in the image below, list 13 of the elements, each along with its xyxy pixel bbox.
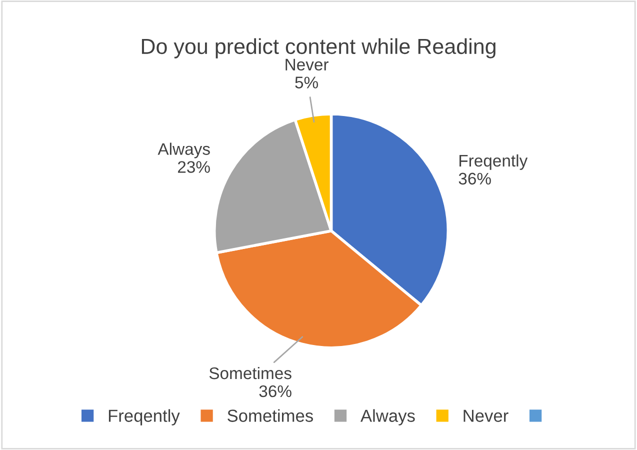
chart-title: Do you predict content while Reading xyxy=(142,38,496,58)
data-label: 36% xyxy=(458,172,491,185)
slice-label: Always xyxy=(158,142,210,158)
legend-label: Never xyxy=(464,410,508,422)
legend-label: Sometimes xyxy=(228,409,313,422)
slice-label: Never xyxy=(286,58,329,70)
slice-label: Sometimes xyxy=(209,366,292,380)
legend-label: Always xyxy=(360,409,415,426)
data-label: 5% xyxy=(295,76,318,88)
slice-label: Freqently xyxy=(460,154,528,170)
data-label: 23% xyxy=(178,161,210,173)
legend-label: Freqently xyxy=(108,409,180,426)
data-label: 36% xyxy=(259,385,292,398)
